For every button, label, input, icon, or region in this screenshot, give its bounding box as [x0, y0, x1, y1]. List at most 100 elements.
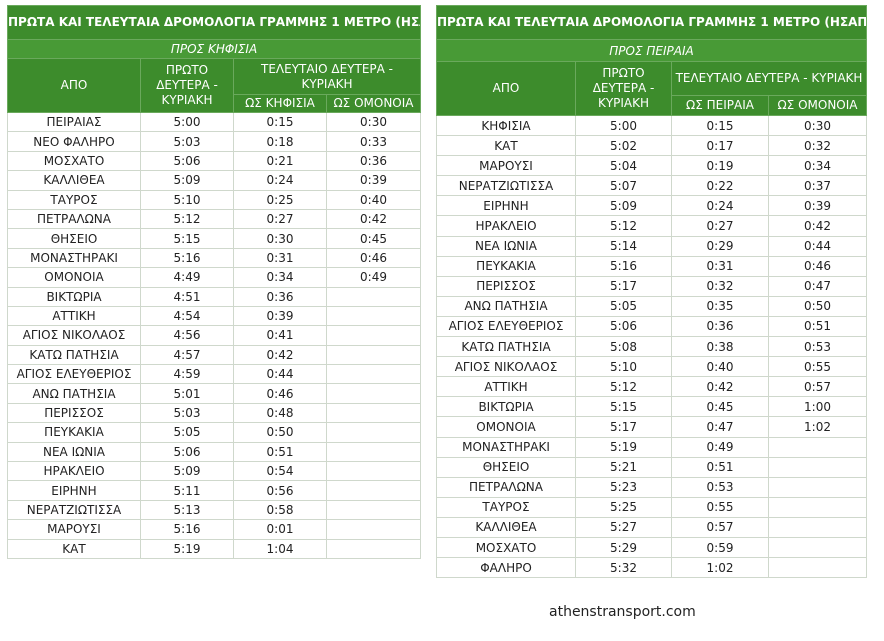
last-departure-omonoia-cell	[325, 441, 422, 463]
station-name-cell: ΑΓΙΟΣ ΝΙΚΟΛΑΟΣ	[436, 356, 576, 378]
last-departure-cell: 0:46	[233, 383, 327, 404]
station-name-cell: ΑΤΤΙΚΗ	[436, 376, 576, 398]
last-departure-cell: 0:32	[671, 275, 769, 297]
station-name-cell: ΠΕΙΡΑΙΑΣ	[7, 111, 141, 133]
timetable-to-kifisia: ΠΡΩΤΑ ΚΑΙ ΤΕΛΕΥΤΑΙΑ ΔΡΟΜΟΛΟΓΙΑ ΓΡΑΜΜΗΣ 1…	[6, 5, 422, 559]
station-name-cell: ΚΑΛΛΙΘΕΑ	[436, 516, 576, 538]
last-departure-cell: 0:36	[671, 315, 769, 338]
last-departure-omonoia-cell: 0:45	[325, 228, 422, 249]
station-name-cell: ΠΕΤΡΑΛΩΝΑ	[7, 208, 141, 230]
table-row: ΑΓΙΟΣ ΕΛΕΥΘΕΡΙΟΣ 4:59 0:44	[7, 364, 422, 385]
last-departure-cell: 0:30	[233, 228, 327, 249]
last-departure-cell: 0:38	[671, 336, 769, 358]
last-departure-omonoia-cell	[325, 538, 422, 559]
last-departure-cell: 0:17	[671, 135, 769, 157]
table-row: ΟΜΟΝΟΙΑ 4:49 0:34 0:49	[7, 267, 422, 288]
last-departure-omonoia-cell	[767, 456, 868, 478]
station-name-cell: ΝΕΟ ΦΑΛΗΡΟ	[7, 131, 141, 152]
last-departure-cell: 0:22	[671, 175, 769, 197]
station-name-cell: ΘΗΣΕΙΟ	[7, 228, 141, 249]
last-departure-omonoia-cell	[325, 364, 422, 385]
last-departure-cell: 0:36	[233, 286, 327, 307]
last-departure-omonoia-cell	[325, 286, 422, 307]
table-row: ΚΑΛΛΙΘΕΑ 5:09 0:24 0:39	[7, 170, 422, 191]
last-departure-omonoia-cell: 0:51	[767, 315, 868, 338]
last-departure-cell: 0:51	[233, 441, 327, 463]
first-departure-cell: 5:12	[575, 215, 672, 237]
table-row: ΚΑΛΛΙΘΕΑ 5:27 0:57	[436, 516, 868, 538]
table-row: ΟΜΟΝΟΙΑ 5:17 0:47 1:02	[436, 416, 868, 438]
last-departure-cell: 0:27	[671, 215, 769, 237]
station-name-cell: ΝΕΡΑΤΖΙΩΤΙΣΣΑ	[436, 175, 576, 197]
table-row: ΜΟΣΧΑΤΟ 5:06 0:21 0:36	[7, 150, 422, 172]
last-departure-cell: 0:39	[233, 305, 327, 327]
first-departure-cell: 5:32	[575, 557, 672, 579]
first-departure-cell: 5:13	[140, 499, 234, 521]
last-departure-cell: 0:01	[233, 519, 327, 540]
last-departure-omonoia-cell: 0:44	[767, 235, 868, 257]
first-departure-cell: 5:08	[575, 336, 672, 358]
station-name-cell: ΝΕΡΑΤΖΙΩΤΙΣΣΑ	[7, 499, 141, 521]
last-departure-cell: 0:29	[671, 235, 769, 257]
col-from-header: ΑΠΟ	[7, 58, 141, 113]
last-departure-cell: 0:24	[233, 170, 327, 191]
first-departure-cell: 5:12	[140, 208, 234, 230]
last-departure-cell: 1:04	[233, 538, 327, 559]
last-departure-cell: 0:25	[233, 189, 327, 210]
table-row: ΝΕΑ ΙΩΝΙΑ 5:14 0:29 0:44	[436, 235, 868, 257]
direction-label: ΠΡΟΣ ΠΕΙΡΑΙΑ	[435, 39, 868, 62]
last-departure-omonoia-cell	[325, 325, 422, 346]
table-row: ΜΟΝΑΣΤΗΡΑΚΙ 5:19 0:49	[436, 436, 868, 458]
first-departure-cell: 5:05	[140, 422, 234, 443]
first-departure-cell: 5:09	[140, 461, 234, 482]
table-row: ΠΕΙΡΑΙΑΣ 5:00 0:15 0:30	[7, 111, 422, 133]
last-departure-omonoia-cell: 0:39	[325, 170, 422, 191]
station-name-cell: ΤΑΥΡΟΣ	[436, 496, 576, 518]
station-name-cell: ΜΟΝΑΣΤΗΡΑΚΙ	[436, 436, 576, 458]
station-name-cell: ΚΑΤ	[7, 538, 141, 559]
last-departure-cell: 0:35	[671, 295, 769, 317]
timetable-title: ΠΡΩΤΑ ΚΑΙ ΤΕΛΕΥΤΑΙΑ ΔΡΟΜΟΛΟΓΙΑ ΓΡΑΜΜΗΣ 1…	[6, 5, 422, 40]
direction-label: ΠΡΟΣ ΚΗΦΙΣΙΑ	[6, 39, 422, 59]
first-departure-cell: 5:16	[140, 519, 234, 540]
table-row: ΗΡΑΚΛΕΙΟ 5:12 0:27 0:42	[436, 215, 868, 237]
last-departure-omonoia-cell	[325, 305, 422, 327]
station-name-cell: ΜΑΡΟΥΣΙ	[7, 519, 141, 540]
last-departure-omonoia-cell: 0:33	[325, 131, 422, 152]
col-last-omonoia-header: ΩΣ ΟΜΟΝΟΙΑ	[325, 94, 422, 113]
last-departure-cell: 0:41	[233, 325, 327, 346]
table-row: ΠΕΥΚΑΚΙΑ 5:16 0:31 0:46	[436, 255, 868, 277]
last-departure-cell: 0:21	[233, 150, 327, 172]
col-first-header: ΠΡΩΤΟ ΔΕΥΤΕΡΑ - ΚΥΡΙΑΚΗ	[575, 61, 672, 116]
table-row: ΚΑΤΩ ΠΑΤΗΣΙΑ 5:08 0:38 0:53	[436, 336, 868, 358]
station-name-cell: ΝΕΑ ΙΩΝΙΑ	[7, 441, 141, 463]
last-departure-omonoia-cell: 1:00	[767, 396, 868, 418]
station-name-cell: ΒΙΚΤΩΡΙΑ	[436, 396, 576, 418]
last-departure-omonoia-cell	[767, 496, 868, 518]
col-last-omonoia-header: ΩΣ ΟΜΟΝΟΙΑ	[767, 95, 868, 116]
table-row: ΜΟΝΑΣΤΗΡΑΚΙ 5:16 0:31 0:46	[7, 247, 422, 269]
station-name-cell: ΜΟΝΑΣΤΗΡΑΚΙ	[7, 247, 141, 269]
last-departure-cell: 0:51	[671, 456, 769, 478]
first-departure-cell: 5:19	[575, 436, 672, 458]
station-name-cell: ΑΓΙΟΣ ΕΛΕΥΘΕΡΙΟΣ	[7, 364, 141, 385]
first-departure-cell: 5:29	[575, 536, 672, 559]
last-departure-omonoia-cell	[767, 557, 868, 579]
last-departure-omonoia-cell: 0:39	[767, 195, 868, 217]
last-departure-omonoia-cell: 0:34	[767, 155, 868, 177]
last-departure-cell: 0:15	[671, 114, 769, 137]
first-departure-cell: 5:00	[140, 111, 234, 133]
first-departure-cell: 5:06	[575, 315, 672, 338]
table-row: ΝΕΡΑΤΖΙΩΤΙΣΣΑ 5:07 0:22 0:37	[436, 175, 868, 197]
col-first-header: ΠΡΩΤΟ ΔΕΥΤΕΡΑ - ΚΥΡΙΑΚΗ	[140, 58, 234, 113]
last-departure-cell: 0:24	[671, 195, 769, 217]
table-row: ΤΑΥΡΟΣ 5:10 0:25 0:40	[7, 189, 422, 210]
last-departure-cell: 0:40	[671, 356, 769, 378]
table-row: ΜΑΡΟΥΣΙ 5:16 0:01	[7, 519, 422, 540]
first-departure-cell: 5:03	[140, 131, 234, 152]
last-departure-omonoia-cell: 0:46	[325, 247, 422, 269]
station-name-cell: ΟΜΟΝΟΙΑ	[436, 416, 576, 438]
first-departure-cell: 5:00	[575, 114, 672, 137]
first-departure-cell: 4:59	[140, 364, 234, 385]
table-row: ΜΟΣΧΑΤΟ 5:29 0:59	[436, 536, 868, 559]
